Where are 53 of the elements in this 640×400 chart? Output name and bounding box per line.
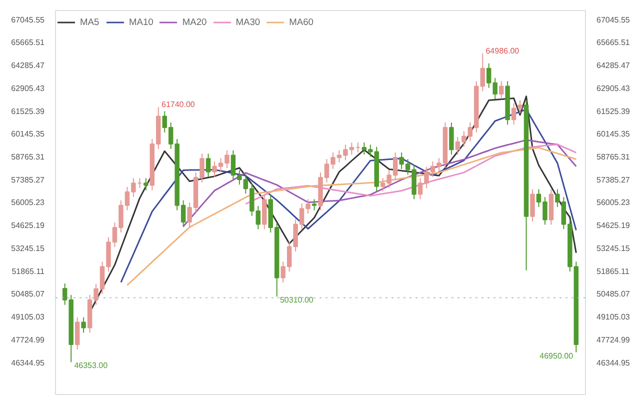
y-tick-label: 61525.39: [11, 106, 46, 116]
y2-tick-label: 47724.99: [596, 335, 630, 344]
y-tick-label: 60145.35: [11, 130, 46, 139]
annotation: 46353.00: [74, 361, 108, 370]
candlestick: [449, 122, 454, 156]
y-tick-label: 54625.19: [11, 221, 46, 230]
candlestick: [312, 198, 317, 211]
y2-tick-label: 61525.39: [596, 106, 630, 116]
y2-tick-label: 67045.55: [596, 15, 630, 24]
y2-tick-label: 57385.27: [596, 175, 630, 184]
line-series: [182, 139, 577, 228]
y-tick-label: 53245.15: [11, 244, 46, 253]
y2-tick-label: 54625.19: [596, 221, 630, 230]
y2-tick-label: 62905.43: [596, 84, 630, 93]
candlestick: [81, 316, 86, 334]
y-tick-label: 65665.51: [11, 38, 46, 48]
line-series: [126, 146, 577, 286]
y-tick-label: 46344.95: [11, 358, 46, 368]
y-tick-label: 58765.31: [11, 152, 46, 162]
y2-tick-label: 58765.31: [596, 152, 630, 162]
legend-label: MA10: [129, 17, 154, 27]
y-tick-label: 57385.27: [11, 175, 46, 184]
y-tick-label: 49105.03: [11, 312, 46, 322]
annotation: 50310.00: [280, 296, 314, 305]
candlestick: [530, 188, 535, 222]
annotation: 61740.00: [162, 100, 196, 110]
y-tick-label: 64285.47: [11, 61, 46, 70]
y2-tick-label: 60145.35: [596, 130, 630, 139]
y-tick-label: 50485.07: [11, 290, 46, 299]
annotation: 64986.00: [486, 46, 520, 56]
legend-label: MA30: [236, 17, 260, 27]
y-tick-label: 51865.11: [12, 266, 46, 276]
candlestick: [206, 153, 211, 178]
annotation: 46950.00: [540, 351, 574, 360]
y2-tick-label: 64285.47: [596, 61, 630, 70]
candlestick: [144, 178, 148, 191]
y-tick-label: 67045.55: [11, 15, 46, 24]
candlestick: [498, 80, 504, 100]
legend-label: MA60: [289, 17, 314, 27]
candlestick: [74, 316, 80, 350]
y-tick-label: 47724.99: [11, 335, 46, 344]
legend-label: MA20: [182, 17, 207, 27]
y-tick-label: 62905.43: [11, 84, 46, 93]
y2-tick-label: 46344.95: [596, 358, 630, 368]
y2-tick-label: 53245.15: [596, 244, 630, 253]
y-tick-label: 56005.23: [11, 198, 46, 208]
y2-tick-label: 65665.51: [596, 38, 630, 48]
y2-tick-label: 49105.03: [596, 312, 630, 322]
line-series: [120, 108, 577, 284]
y2-tick-label: 56005.23: [596, 198, 630, 208]
y2-tick-label: 51865.11: [596, 266, 630, 276]
legend-label: MA5: [80, 17, 100, 27]
y2-tick-label: 50485.07: [596, 290, 630, 299]
